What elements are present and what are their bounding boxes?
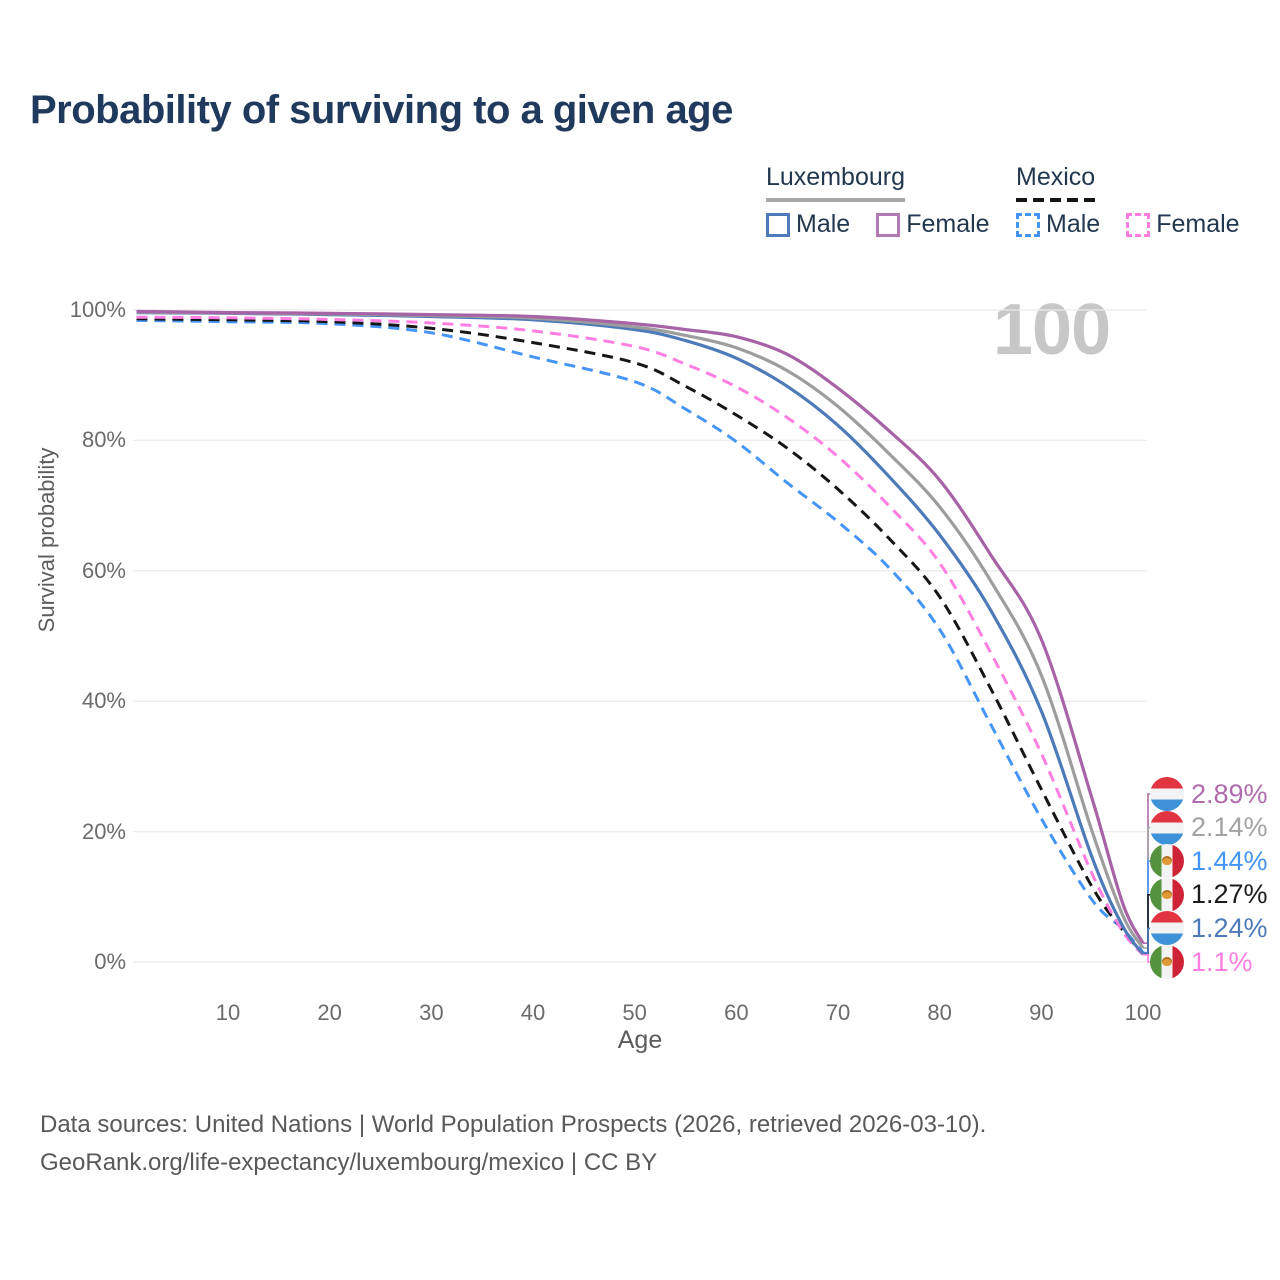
legend-item-luxembourg-female[interactable]: Female <box>876 210 990 239</box>
curve-mexico[interactable] <box>136 317 1145 955</box>
legend-item-mexico-male[interactable]: Male <box>1016 210 1100 239</box>
x-tick-label: 50 <box>622 1000 647 1025</box>
end-label-row: 1.24% <box>1150 911 1268 946</box>
x-tick-label: 100 <box>1124 1000 1162 1025</box>
curve-mexico-male[interactable] <box>136 318 1145 954</box>
page-title: Probability of surviving to a given age <box>30 88 733 132</box>
legend-group-title-mexico: Mexico <box>1016 163 1096 191</box>
footer-data-sources: Data sources: United Nations | World Pop… <box>40 1111 987 1138</box>
legend-item-label: Female <box>1156 210 1240 238</box>
legend-swatch-dashed-blue-icon <box>1016 212 1040 237</box>
legend-underline-dashed <box>1016 198 1095 202</box>
end-label-value: 1.44% <box>1191 845 1268 876</box>
y-axis-title: Survival probability <box>34 447 59 633</box>
end-label-row: 2.89% <box>1150 777 1268 811</box>
legend-item-label: Male <box>796 210 851 238</box>
y-tick-label: 0% <box>94 949 126 974</box>
curve-luxembourg-female[interactable] <box>136 309 1145 944</box>
luxembourg-flag-icon <box>1150 810 1184 845</box>
mexico-flag-icon <box>1150 844 1184 879</box>
legend-swatch-solid-blue-icon <box>766 212 790 237</box>
legend-underline-solid <box>766 198 905 202</box>
end-label-value: 2.89% <box>1191 778 1268 809</box>
curve-luxembourg[interactable] <box>136 310 1145 949</box>
end-label-value: 1.1% <box>1191 946 1253 977</box>
legend-swatch-dashed-pink-icon <box>1126 212 1151 237</box>
y-tick-label: 40% <box>81 688 126 714</box>
x-tick-label: 70 <box>825 1000 851 1025</box>
x-tick-label: 60 <box>724 1000 749 1025</box>
legend-group-title-luxembourg: Luxembourg <box>766 163 905 191</box>
curve-luxembourg-male[interactable] <box>136 311 1145 955</box>
x-tick-label: 90 <box>1029 1000 1054 1025</box>
x-tick-label: 40 <box>520 1000 546 1025</box>
x-tick-label: 30 <box>419 1000 444 1025</box>
luxembourg-flag-icon <box>1150 911 1184 946</box>
end-label-row: 2.14% <box>1150 810 1268 845</box>
end-label-row: 1.1% <box>1150 945 1253 979</box>
y-tick-label: 100% <box>69 297 126 322</box>
footer-attribution: GeoRank.org/life-expectancy/luxembourg/m… <box>40 1149 658 1177</box>
end-label-value: 2.14% <box>1191 812 1268 843</box>
end-label-row: 1.44% <box>1150 844 1268 879</box>
watermark-age-100: 100 <box>993 290 1111 370</box>
legend-item-label: Female <box>906 210 990 238</box>
luxembourg-flag-icon <box>1150 777 1184 811</box>
legend-item-label: Male <box>1046 210 1101 238</box>
curve-mexico-female[interactable] <box>136 315 1145 956</box>
mexico-flag-icon <box>1150 945 1184 979</box>
legend-group-luxembourg: Luxembourg Male Female <box>766 163 990 239</box>
end-label-row: 1.27% <box>1150 877 1268 912</box>
mexico-flag-icon <box>1150 877 1184 912</box>
y-tick-label: 60% <box>81 557 126 583</box>
x-tick-label: 20 <box>317 1000 342 1025</box>
legend-item-luxembourg-male[interactable]: Male <box>766 210 850 239</box>
y-tick-label: 20% <box>81 818 126 844</box>
x-tick-label: 80 <box>927 1000 952 1025</box>
y-tick-label: 80% <box>81 427 126 453</box>
legend-item-mexico-female[interactable]: Female <box>1126 210 1240 239</box>
end-label-value: 1.27% <box>1191 879 1268 910</box>
x-tick-label: 10 <box>215 1000 241 1025</box>
x-axis-title: Age <box>617 1026 663 1054</box>
footer: Data sources: United Nations | World Pop… <box>40 1106 986 1183</box>
legend-swatch-solid-purple-icon <box>876 212 901 237</box>
legend-group-mexico: Mexico Male Female <box>1016 163 1240 239</box>
end-label-value: 1.24% <box>1191 912 1268 943</box>
